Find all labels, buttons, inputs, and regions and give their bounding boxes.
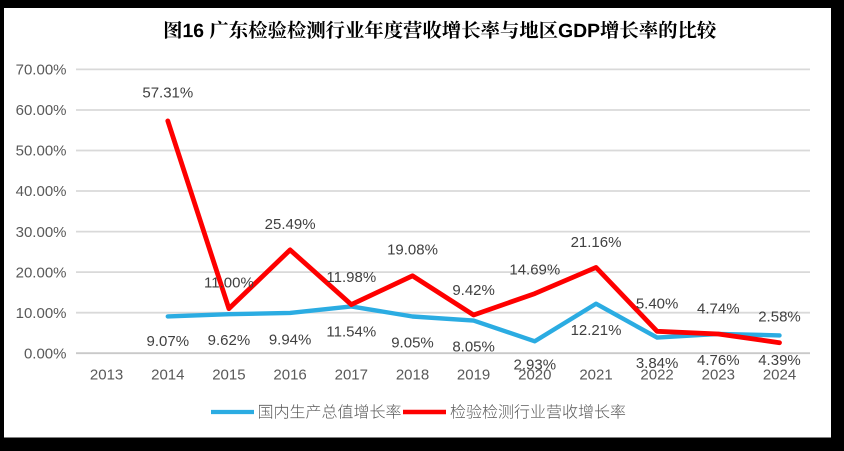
svg-text:9.05%: 9.05% xyxy=(391,335,434,352)
svg-text:2020: 2020 xyxy=(518,366,551,383)
svg-text:8.05%: 8.05% xyxy=(452,339,495,356)
svg-text:4.39%: 4.39% xyxy=(758,352,801,369)
svg-text:57.31%: 57.31% xyxy=(142,85,193,102)
svg-text:25.49%: 25.49% xyxy=(265,216,316,233)
svg-text:2022: 2022 xyxy=(640,366,673,383)
svg-text:2024: 2024 xyxy=(763,366,796,383)
svg-text:2013: 2013 xyxy=(90,366,123,383)
svg-text:4.74%: 4.74% xyxy=(697,301,740,318)
svg-text:60.00%: 60.00% xyxy=(16,102,67,119)
svg-text:30.00%: 30.00% xyxy=(16,224,67,241)
svg-text:10.00%: 10.00% xyxy=(16,305,67,322)
svg-text:11.98%: 11.98% xyxy=(326,269,376,286)
svg-text:9.94%: 9.94% xyxy=(269,332,312,349)
svg-text:2018: 2018 xyxy=(396,366,429,383)
svg-text:2014: 2014 xyxy=(151,366,184,383)
svg-text:2.93%: 2.93% xyxy=(514,357,557,374)
svg-text:14.69%: 14.69% xyxy=(509,262,560,279)
svg-text:4.76%: 4.76% xyxy=(697,352,740,369)
svg-text:2023: 2023 xyxy=(702,366,735,383)
svg-text:40.00%: 40.00% xyxy=(16,183,67,200)
svg-text:9.07%: 9.07% xyxy=(147,333,190,350)
svg-text:70.00%: 70.00% xyxy=(16,62,67,79)
svg-text:11.00%: 11.00% xyxy=(204,275,254,292)
svg-text:11.54%: 11.54% xyxy=(326,324,376,341)
svg-text:50.00%: 50.00% xyxy=(16,143,67,160)
svg-text:20.00%: 20.00% xyxy=(16,264,67,281)
svg-text:2015: 2015 xyxy=(212,366,245,383)
svg-text:2.58%: 2.58% xyxy=(758,309,801,326)
svg-text:2021: 2021 xyxy=(579,366,612,383)
svg-text:9.42%: 9.42% xyxy=(452,282,495,299)
svg-text:2016: 2016 xyxy=(273,366,306,383)
svg-text:9.62%: 9.62% xyxy=(208,332,251,349)
svg-text:2019: 2019 xyxy=(457,366,490,383)
svg-text:0.00%: 0.00% xyxy=(24,345,67,362)
svg-text:12.21%: 12.21% xyxy=(571,322,622,339)
svg-text:2017: 2017 xyxy=(335,366,368,383)
svg-text:5.40%: 5.40% xyxy=(636,296,679,313)
svg-text:21.16%: 21.16% xyxy=(571,234,622,251)
svg-text:19.08%: 19.08% xyxy=(387,242,438,259)
svg-text:3.84%: 3.84% xyxy=(636,355,679,372)
